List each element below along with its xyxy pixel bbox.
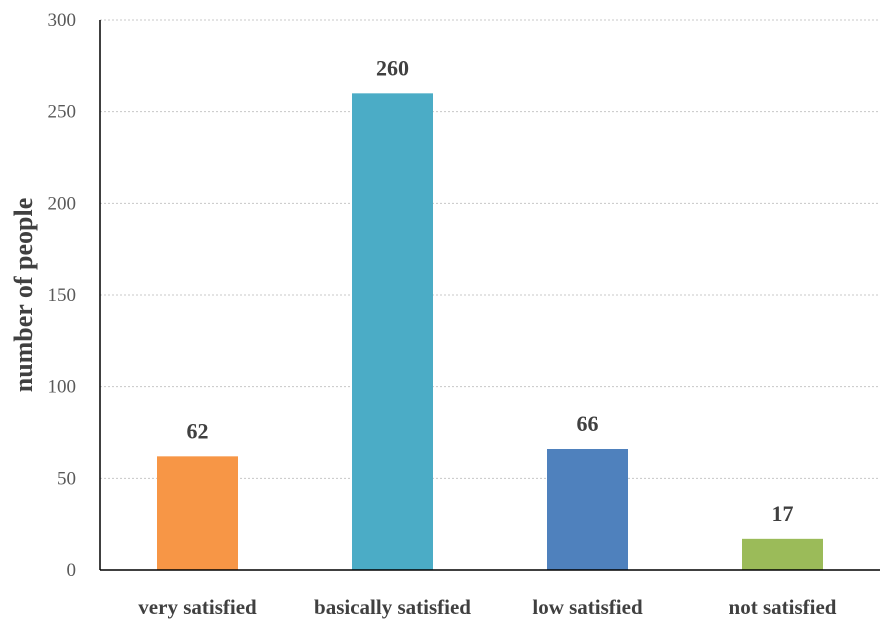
data-label: 62 <box>187 418 209 443</box>
data-labels: 62 260 66 17 <box>187 55 794 525</box>
x-category-labels: very satisfied basically satisfied low sat… <box>138 595 836 619</box>
y-tick-label: 300 <box>48 10 77 31</box>
bar-4 <box>742 538 823 570</box>
x-category-label: basically satisfied <box>314 595 471 619</box>
y-tick-label: 100 <box>48 377 77 398</box>
y-tick-labels: 0 50 100 150 200 250 300 <box>48 10 77 581</box>
y-tick-label: 0 <box>67 560 77 581</box>
data-label: 66 <box>577 411 599 436</box>
y-tick-label: 50 <box>57 468 76 489</box>
gridlines <box>100 19 880 479</box>
bar-2 <box>352 93 433 570</box>
x-category-label: very satisfied <box>138 595 257 619</box>
axes <box>99 20 880 571</box>
x-category-label: low satisfied <box>532 595 643 619</box>
y-tick-label: 200 <box>48 193 77 214</box>
y-tick-label: 250 <box>48 102 77 123</box>
bar-1 <box>157 456 238 570</box>
data-label: 17 <box>772 501 794 526</box>
y-tick-label: 150 <box>48 285 77 306</box>
x-category-label: not satisfied <box>729 595 837 619</box>
bar-3 <box>547 449 628 570</box>
y-axis-title: number of people <box>9 198 38 393</box>
data-label: 260 <box>376 55 409 80</box>
bars <box>157 93 823 570</box>
